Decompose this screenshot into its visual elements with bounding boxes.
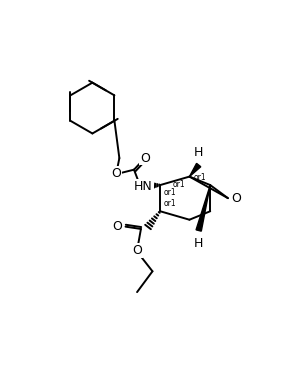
- Text: or1: or1: [164, 199, 177, 208]
- Polygon shape: [189, 163, 201, 177]
- Text: O: O: [111, 167, 121, 180]
- Text: or1: or1: [164, 188, 177, 197]
- Text: HN: HN: [134, 180, 153, 193]
- Text: O: O: [140, 152, 150, 164]
- Polygon shape: [196, 185, 210, 231]
- Text: or1: or1: [193, 173, 206, 182]
- Text: H: H: [194, 237, 203, 250]
- Text: H: H: [194, 146, 203, 159]
- Text: O: O: [231, 192, 241, 205]
- Text: O: O: [132, 244, 142, 257]
- Text: or1: or1: [173, 180, 185, 189]
- Text: O: O: [112, 220, 122, 233]
